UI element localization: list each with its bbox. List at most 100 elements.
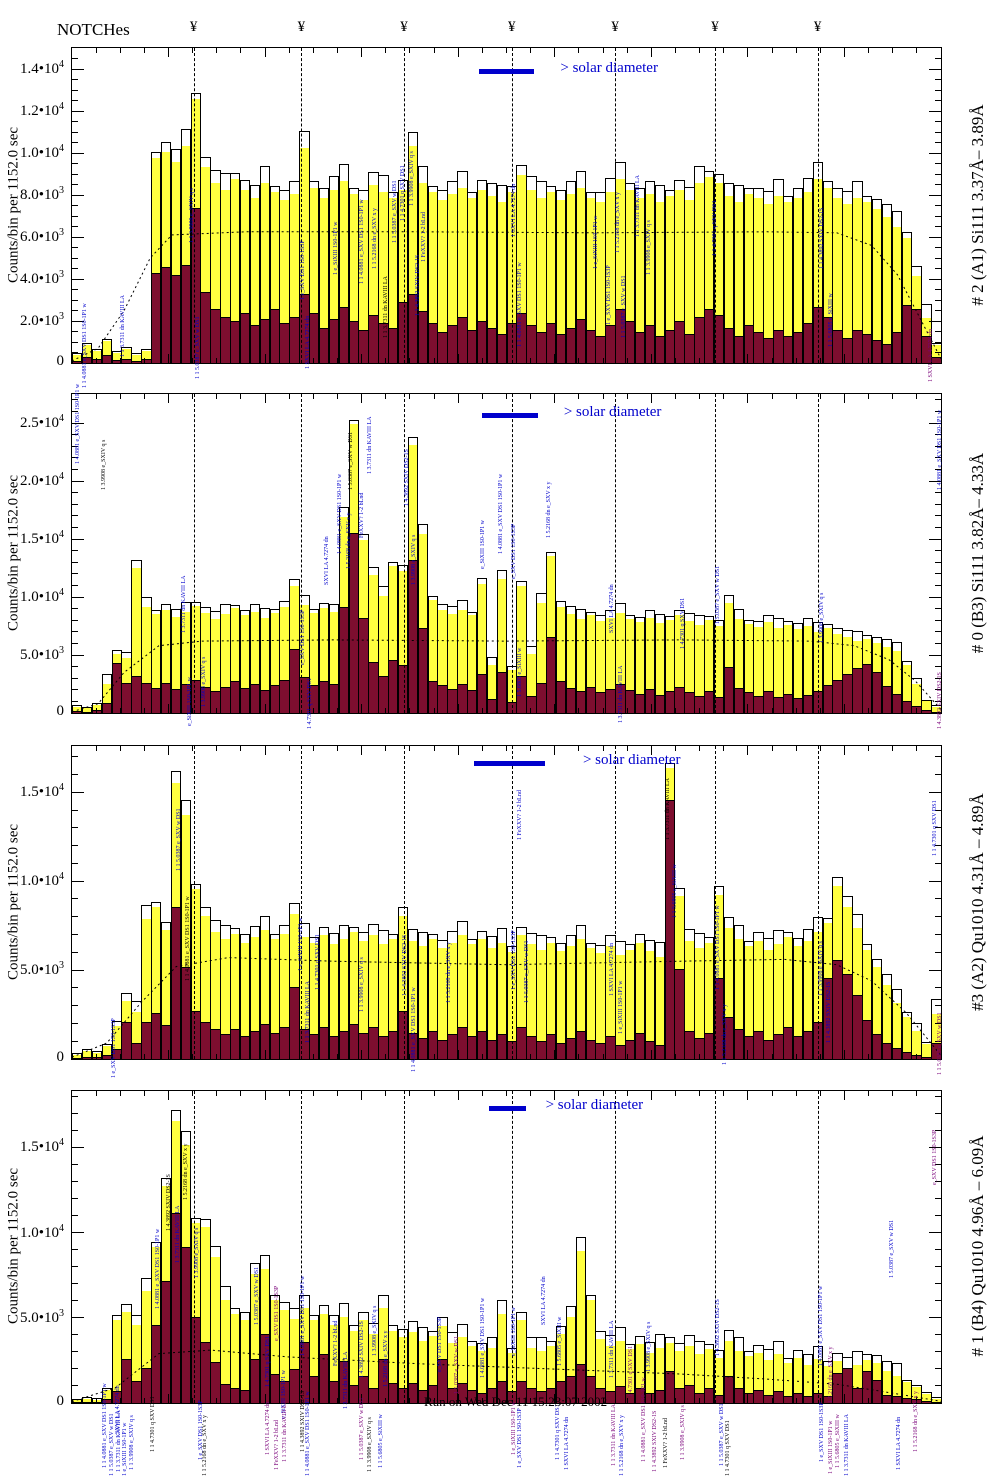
- bar-red-fill: [458, 1027, 467, 1059]
- x-tick: [288, 48, 290, 53]
- x-tick: [312, 358, 314, 363]
- line-id-annotation: 1 3.9908 e_SXIV q s: [371, 1305, 378, 1357]
- x-tick: [892, 708, 894, 713]
- x-tick: [312, 1054, 314, 1059]
- x-tick: [168, 394, 170, 403]
- bar: [792, 937, 804, 1059]
- x-tick: [795, 1054, 797, 1059]
- bar: [318, 188, 330, 363]
- x-tick: [312, 708, 314, 713]
- bar-red-fill: [359, 618, 368, 713]
- bar-red-fill: [833, 1372, 842, 1403]
- bar: [141, 905, 152, 1059]
- x-tick: [795, 1398, 797, 1403]
- bar-red-fill: [635, 1032, 645, 1059]
- bar: [881, 203, 893, 363]
- bar-red-fill: [803, 1030, 813, 1059]
- y-major-tick: [929, 362, 941, 364]
- line-id-annotation: 1 3.9908 e_SXIV q s: [819, 592, 826, 643]
- bar: [763, 1348, 774, 1403]
- y-minor-tick: [72, 215, 78, 217]
- x-tick: [892, 1091, 894, 1096]
- bar-red-fill: [853, 329, 862, 363]
- bar-red-fill: [685, 692, 694, 713]
- line-id-annotation: 1 1 3.7311 dn KAVIII LA: [304, 981, 311, 1044]
- bar-red-fill: [784, 693, 793, 713]
- bar: [151, 151, 162, 363]
- bar: [437, 190, 448, 363]
- bar: [210, 611, 221, 713]
- y-tick-label: 0: [56, 1049, 65, 1065]
- line-id-annotation: 1 1 5.2168 dn e_SXV x y: [615, 191, 622, 253]
- bar: [753, 621, 764, 713]
- x-tick: [168, 704, 170, 713]
- y-minor-tick: [935, 445, 941, 447]
- x-tick: [578, 358, 580, 363]
- x-tick: [602, 1091, 604, 1096]
- bar-red-fill: [556, 333, 566, 363]
- x-tick: [312, 1091, 314, 1096]
- bar: [733, 185, 744, 363]
- bar-yellow-fill: [250, 1274, 260, 1403]
- footer-line-id-annotation: 1 1 4.7301 q SXV DS1: [555, 1404, 562, 1460]
- footer-line-id-annotation: 1 1 4.0881 e_SXV DS1 1S0-1P1 w: [304, 1391, 311, 1476]
- bar: [417, 524, 428, 713]
- bar: [476, 179, 488, 363]
- x-tick: [819, 1091, 821, 1096]
- bar: [575, 1236, 586, 1403]
- y-minor-tick: [935, 573, 941, 575]
- y-minor-tick: [935, 299, 941, 301]
- bar: [546, 552, 557, 713]
- bar: [901, 1011, 912, 1059]
- x-tick: [95, 746, 97, 751]
- y-tick-label: 1.5•104: [19, 529, 64, 547]
- bar: [180, 1130, 191, 1403]
- x-tick: [457, 1091, 459, 1100]
- bar-red-fill: [477, 321, 487, 363]
- x-tick: [843, 394, 845, 403]
- x-tick: [868, 394, 870, 399]
- x-tick: [674, 1091, 676, 1096]
- bar-red-fill: [201, 1341, 210, 1403]
- y-minor-tick: [935, 173, 941, 175]
- line-id-annotation: 1 1 3.9908 e_SXIV q s: [358, 957, 365, 1013]
- x-tick: [240, 358, 242, 363]
- bar: [160, 603, 172, 713]
- bar: [318, 1305, 330, 1403]
- bar: [871, 959, 883, 1059]
- x-tick: [771, 1091, 773, 1096]
- bar: [664, 616, 675, 713]
- x-tick: [337, 48, 339, 53]
- channel-label: # 2 (A1) Si111 3.37Å– 3.89Å: [968, 103, 987, 306]
- y-minor-tick: [72, 399, 78, 401]
- bar-red-fill: [132, 1381, 141, 1403]
- bar-red-fill: [102, 1054, 111, 1059]
- bar: [417, 1326, 428, 1403]
- y-major-tick: [929, 1058, 941, 1060]
- footer-line-id-annotation: 1 1 5.2168 dn e_SXV x y: [913, 1390, 920, 1452]
- x-tick: [288, 1054, 290, 1059]
- bar-red-fill: [201, 291, 210, 363]
- bar-red-fill: [418, 627, 427, 713]
- bar: [684, 1334, 695, 1403]
- bar: [496, 569, 507, 713]
- bar-red-fill: [231, 1387, 240, 1403]
- line-id-annotation: 1 4.3892 SXIV DS2-1S: [936, 672, 943, 729]
- y-major-tick: [72, 194, 84, 196]
- y-major-tick: [72, 969, 84, 971]
- y-minor-tick: [935, 561, 941, 563]
- y-minor-tick: [72, 163, 78, 164]
- bar-red-fill: [734, 1029, 743, 1059]
- y-minor-tick: [72, 121, 78, 122]
- x-tick: [795, 358, 797, 363]
- bar: [773, 929, 784, 1059]
- x-tick: [674, 1398, 676, 1403]
- bar: [694, 614, 705, 713]
- x-tick: [530, 708, 532, 713]
- x-tick: [723, 1398, 725, 1403]
- y-tick-label: 2.0•103: [19, 311, 64, 329]
- notch-dashed-line: [511, 1091, 513, 1403]
- notch-dashed-line: [511, 394, 513, 713]
- x-tick: [530, 746, 532, 751]
- bar: [901, 231, 912, 363]
